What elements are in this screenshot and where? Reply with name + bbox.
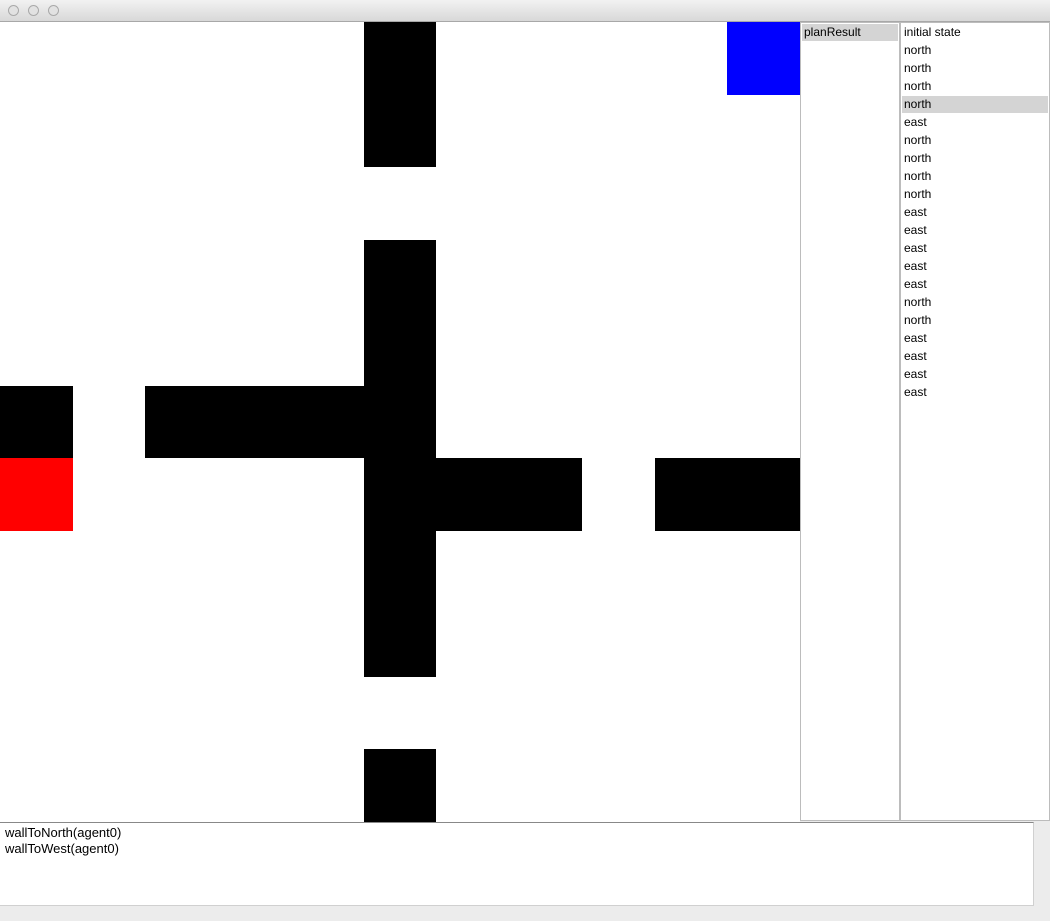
wall-cell [436,458,509,531]
close-window-button[interactable] [8,5,19,16]
state-console: wallToNorth(agent0) wallToWest(agent0) [0,822,1034,906]
wall-cell [655,458,727,531]
agent-cell [0,458,73,531]
zoom-window-button[interactable] [48,5,59,16]
minimize-window-button[interactable] [28,5,39,16]
step-list-item[interactable]: north [902,96,1048,113]
step-list-item[interactable]: north [904,169,932,183]
step-list-item[interactable]: east [904,259,927,273]
step-list-item[interactable]: initial state [904,25,961,39]
step-list-item[interactable]: north [904,43,932,57]
plan-list-item[interactable]: planResult [802,24,898,41]
wall-cell [364,386,436,458]
step-list-item[interactable]: north [904,187,932,201]
console-line: wallToWest(agent0) [5,841,119,856]
step-list-item[interactable]: east [904,367,927,381]
wall-cell [364,531,436,604]
wall-cell [364,95,436,167]
step-list-item[interactable]: east [904,205,927,219]
wall-cell [727,458,800,531]
wall-cell [509,458,582,531]
wall-cell [364,22,436,95]
step-list-item[interactable]: east [904,241,927,255]
console-line: wallToNorth(agent0) [5,825,122,840]
step-list-item[interactable]: north [904,79,932,93]
wall-cell [0,386,73,458]
step-list-item[interactable]: east [904,349,927,363]
wall-cell [364,458,436,531]
step-list-item[interactable]: east [904,223,927,237]
step-list-item[interactable]: north [904,313,932,327]
step-list-item[interactable]: north [904,61,932,75]
wall-cell [218,386,291,458]
step-list-item[interactable]: east [904,115,927,129]
step-list-item[interactable]: north [904,151,932,165]
step-list-item[interactable]: east [904,331,927,345]
wall-cell [364,749,436,822]
wall-cell [364,604,436,677]
plan-list[interactable]: planResult [800,22,900,821]
grid-world-canvas [0,22,800,822]
wall-cell [364,313,436,386]
step-list-item[interactable]: east [904,385,927,399]
wall-cell [145,386,218,458]
step-list-item[interactable]: east [904,277,927,291]
step-list-item[interactable]: north [904,295,932,309]
step-list[interactable]: initial state north north north north east nor… [900,22,1050,821]
wall-cell [291,386,364,458]
step-list-item[interactable]: north [904,133,932,147]
wall-cell [364,240,436,313]
goal-cell [727,22,800,95]
title-bar [0,0,1050,22]
